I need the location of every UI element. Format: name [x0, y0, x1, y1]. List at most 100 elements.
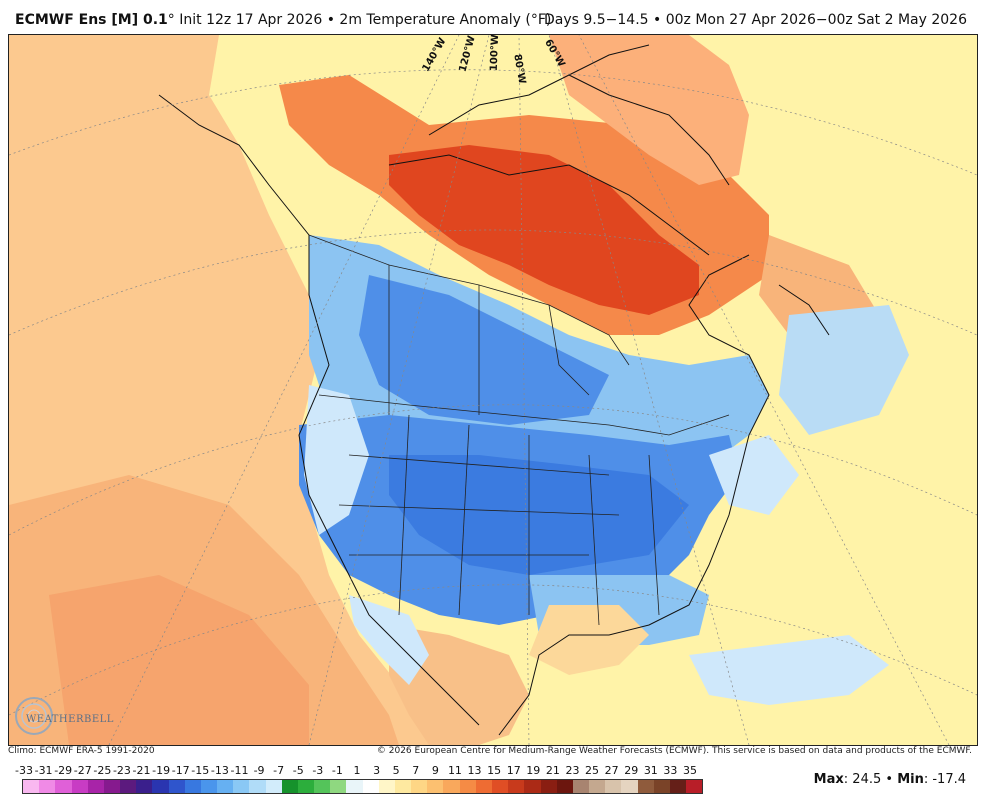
colorbar-swatch: [233, 780, 250, 793]
map-canvas: 140°W 120°W 100°W 80°W 60°W: [9, 35, 977, 745]
colorbar-swatch: [136, 780, 153, 793]
colorbar-swatch: [621, 780, 638, 793]
colorbar-tick-label: -25: [93, 764, 112, 777]
colorbar-tick-label: -21: [132, 764, 151, 777]
colorbar-swatch: [55, 780, 72, 793]
west-light-cool: [304, 385, 369, 535]
colorbar-swatch: [556, 780, 573, 793]
min-label: Min: [897, 772, 924, 787]
colorbar-tick-label: 19: [526, 764, 541, 777]
colorbar-swatch: [605, 780, 622, 793]
colorbar-tick-label: 9: [431, 764, 439, 777]
colorbar-tick-label: -5: [292, 764, 304, 777]
atlantic-cool-patch-2: [709, 435, 799, 515]
colorbar-swatch: [249, 780, 266, 793]
max-value: 24.5: [852, 772, 882, 787]
colorbar-tick-label: 29: [624, 764, 639, 777]
colorbar-tick-label: 11: [447, 764, 462, 777]
colorbar-swatch: [330, 780, 347, 793]
colorbar-swatch: [71, 780, 88, 793]
colorbar-tick-label: -23: [112, 764, 131, 777]
graticule: [9, 35, 977, 745]
coastlines: [158, 44, 830, 736]
colorbar-swatch: [411, 780, 428, 793]
colorbar-swatch: [540, 780, 557, 793]
pacific-warm-core-2: [49, 575, 309, 745]
model-name: ECMWF Ens [M] 0.1: [15, 12, 168, 28]
colorbar-tick-label: 15: [487, 764, 502, 777]
gulf-warm: [529, 605, 649, 675]
mexico-cool: [349, 595, 429, 685]
colorbar-tick-label: 13: [467, 764, 482, 777]
colorbar-tick-label: 23: [565, 764, 580, 777]
colorbar-tick-label: -13: [210, 764, 229, 777]
colorbar-swatch: [653, 780, 670, 793]
colorbar-tick-label: -31: [34, 764, 53, 777]
colorbar-tick-label: -29: [54, 764, 73, 777]
colorbar-swatch: [281, 780, 298, 793]
init-info: Init 12z 17 Apr 2026 • 2m Temperature An…: [179, 12, 552, 28]
colorbar-swatch: [200, 780, 218, 793]
colorbar-swatch: [217, 780, 234, 793]
climo-note: Climo: ECMWF ERA-5 1991-2020: [8, 746, 155, 756]
logo-text: WEATHERBELL: [26, 714, 114, 725]
colorbar-tick-label: -27: [73, 764, 92, 777]
atlantic-cool-patch: [779, 305, 909, 435]
degree-symbol: °: [167, 12, 175, 28]
colorbar-swatch: [87, 780, 104, 793]
valid-period: Days 9.5−14.5 • 00z Mon 27 Apr 2026−00z …: [544, 12, 967, 28]
colorbar-swatch: [184, 780, 201, 793]
weatherbell-logo: [15, 697, 53, 735]
colorbar-swatch: [152, 780, 169, 793]
colorbar-swatch: [427, 780, 444, 793]
colorbar-swatch: [508, 780, 525, 793]
colorbar-tick-label: -9: [253, 764, 265, 777]
colorbar-tick-label: -7: [273, 764, 285, 777]
colorbar-swatch: [297, 780, 315, 793]
max-min-stats: Max: 24.5 • Min: -17.4: [813, 772, 966, 787]
plains-cold-core: [389, 455, 689, 575]
map-title: ECMWF Ens [M] 0.1° Init 12z 17 Apr 2026 …: [15, 12, 551, 28]
arctic-hot-core: [389, 145, 699, 315]
colorbar-swatch: [120, 780, 137, 793]
colorbar-swatch: [475, 780, 492, 793]
colorbar-swatch: [524, 780, 541, 793]
colorbar-tick-label: 5: [392, 764, 400, 777]
colorbar-swatch: [572, 780, 590, 793]
colorbar-tick-label: 7: [412, 764, 420, 777]
colorbar-tick-label: 31: [643, 764, 658, 777]
colorbar-swatch: [314, 780, 331, 793]
copyright-note: © 2026 European Centre for Medium-Range …: [376, 746, 972, 756]
colorbar-tick-label: -17: [171, 764, 190, 777]
colorbar-swatch: [23, 780, 40, 793]
colorbar-tick-label: 21: [545, 764, 560, 777]
greenland-warm: [549, 35, 749, 185]
colorbar-tick-label: -11: [230, 764, 249, 777]
colorbar-tick-label: -15: [191, 764, 210, 777]
prairies-cold: [359, 275, 609, 425]
colorbar-swatch: [459, 780, 476, 793]
colorbar-tick-label: 25: [585, 764, 600, 777]
colorbar-swatch: [443, 780, 460, 793]
min-value: -17.4: [932, 772, 966, 787]
meridian-label-80w: 80°W: [511, 53, 527, 84]
colorbar-swatch: [394, 780, 412, 793]
colorbar-swatch: [378, 780, 395, 793]
caribbean-cool: [689, 635, 889, 705]
colorbar-tick-label: -19: [152, 764, 171, 777]
colorbar-swatch: [669, 780, 687, 793]
colorbar-tick-label: 35: [683, 764, 697, 777]
colorbar-swatch: [168, 780, 185, 793]
state-borders: [308, 234, 730, 626]
max-label: Max: [813, 772, 844, 787]
colorbar-swatch: [686, 780, 703, 793]
colorbar: [22, 779, 703, 794]
colorbar-swatch: [346, 780, 363, 793]
colorbar-tick-label: -3: [312, 764, 324, 777]
colorbar-tick-label: 3: [373, 764, 381, 777]
colorbar-swatch: [589, 780, 606, 793]
anomaly-map[interactable]: 140°W 120°W 100°W 80°W 60°W: [8, 34, 978, 746]
colorbar-swatch: [103, 780, 121, 793]
colorbar-tick-label: 17: [506, 764, 521, 777]
